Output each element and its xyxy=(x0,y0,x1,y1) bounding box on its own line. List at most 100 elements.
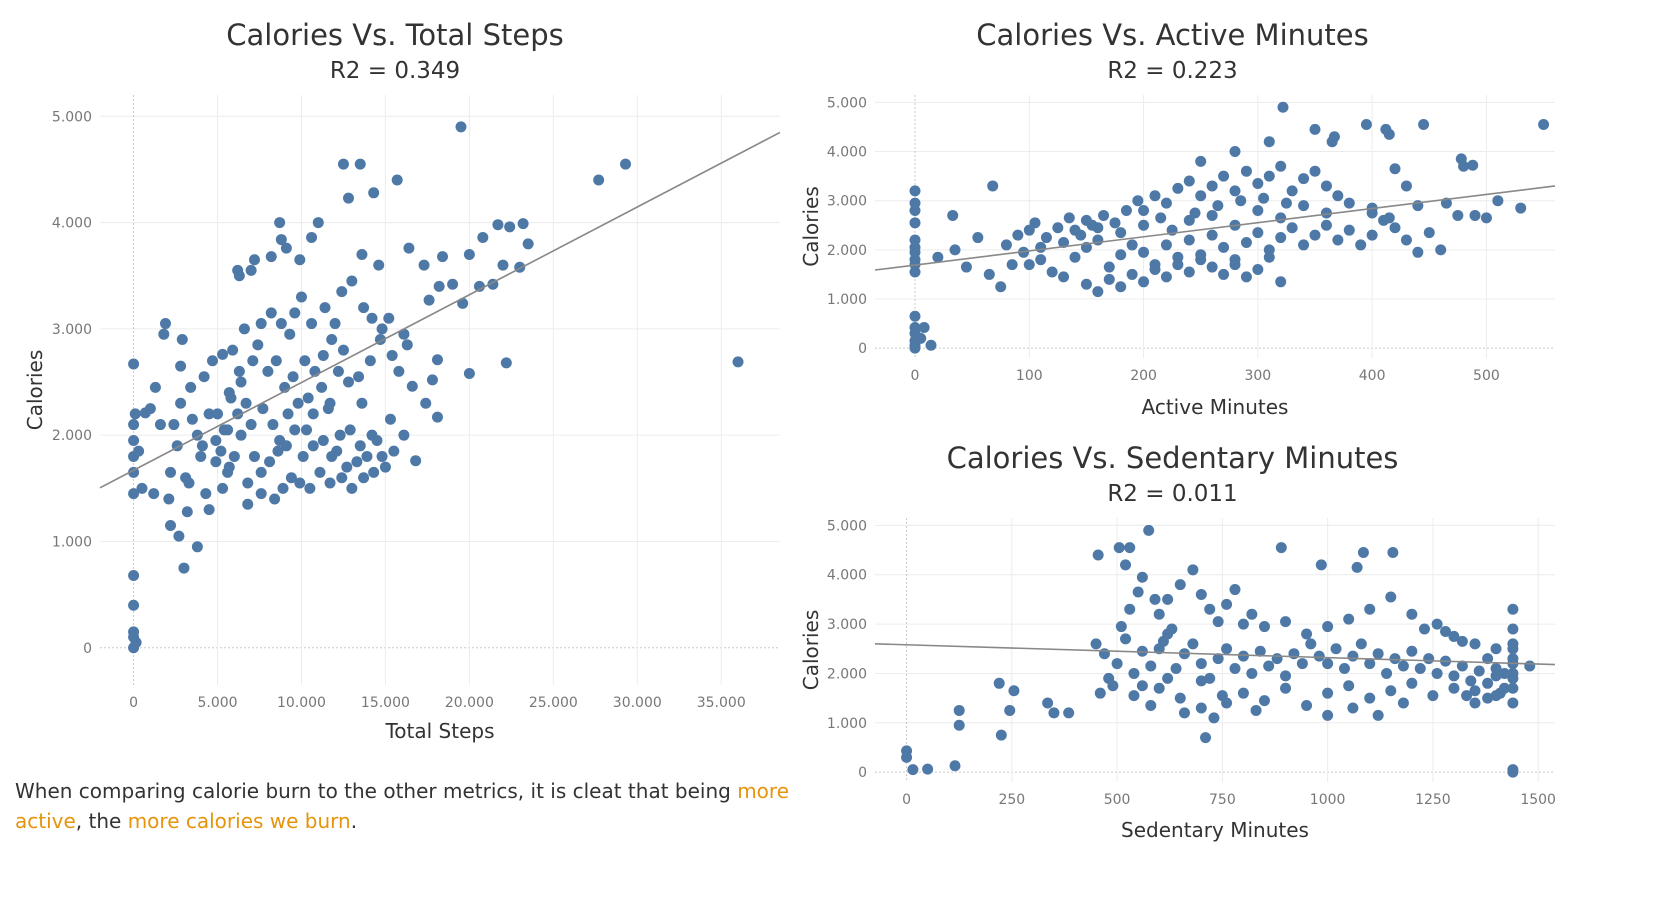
data-point xyxy=(1252,205,1264,217)
data-point xyxy=(398,429,410,441)
data-point xyxy=(1397,660,1409,672)
x-tick-label: 250 xyxy=(998,792,1025,808)
data-point xyxy=(297,450,309,462)
data-point xyxy=(1412,246,1424,258)
data-point xyxy=(1240,271,1252,283)
data-point xyxy=(217,482,229,494)
data-point xyxy=(1126,239,1138,251)
data-point xyxy=(1275,276,1287,288)
data-point xyxy=(1507,697,1519,709)
data-point xyxy=(1153,682,1165,694)
data-point xyxy=(1322,621,1334,633)
chart-subtitle-sedentary: R2 = 0.011 xyxy=(1107,481,1238,507)
data-point xyxy=(358,302,370,314)
data-point xyxy=(255,488,267,500)
scatter-plot-active: 0 1.000 2.000 3.000 4.000 5.000 0 100 200 300 400 5… xyxy=(799,95,1556,419)
data-point xyxy=(210,434,222,446)
data-point xyxy=(203,408,215,420)
data-point xyxy=(1301,700,1313,712)
data-point xyxy=(148,488,160,500)
data-point xyxy=(210,456,222,468)
data-point xyxy=(983,268,995,280)
data-point xyxy=(346,482,358,494)
data-point xyxy=(504,221,516,233)
x-tick-label: 5.000 xyxy=(197,695,237,711)
x-tick-label: 25.000 xyxy=(529,695,578,711)
data-point xyxy=(1524,660,1536,672)
data-point xyxy=(1229,146,1241,158)
data-point xyxy=(1124,603,1136,615)
data-point xyxy=(1183,266,1195,278)
data-point xyxy=(1469,209,1481,221)
data-point xyxy=(1090,638,1102,650)
data-point xyxy=(149,381,161,393)
caption-text-after: . xyxy=(350,809,358,833)
data-point xyxy=(1149,593,1161,605)
caption-highlight-more-calories: more calories we burn xyxy=(127,809,351,833)
data-point xyxy=(1107,680,1119,692)
data-point xyxy=(1240,236,1252,248)
data-point xyxy=(1360,118,1372,130)
data-point xyxy=(163,493,175,505)
data-point xyxy=(1258,621,1270,633)
x-tick-label: 100 xyxy=(1016,368,1043,384)
data-point xyxy=(1092,549,1104,561)
data-point xyxy=(620,158,632,170)
data-point xyxy=(1218,268,1230,280)
data-point xyxy=(1343,680,1355,692)
data-point xyxy=(1195,588,1207,600)
data-point xyxy=(1258,695,1270,707)
data-point xyxy=(1338,663,1350,675)
data-point xyxy=(1366,229,1378,241)
data-point xyxy=(1029,217,1041,229)
data-point xyxy=(1143,524,1155,536)
data-point xyxy=(1250,704,1262,716)
data-point xyxy=(1355,638,1367,650)
x-tick-label: 35.000 xyxy=(697,695,746,711)
data-point xyxy=(280,242,292,254)
data-point xyxy=(336,472,348,484)
data-point xyxy=(267,419,279,431)
data-point xyxy=(463,368,475,380)
data-point xyxy=(252,339,264,351)
data-point xyxy=(329,318,341,330)
data-point xyxy=(1461,690,1473,702)
data-point xyxy=(1320,207,1332,219)
x-tick-label: 300 xyxy=(1244,368,1271,384)
data-point xyxy=(240,397,252,409)
data-point xyxy=(376,450,388,462)
data-point xyxy=(418,259,430,271)
data-point xyxy=(1162,593,1174,605)
x-tick-label: 750 xyxy=(1209,792,1236,808)
data-point xyxy=(195,450,207,462)
data-point xyxy=(265,307,277,319)
data-point xyxy=(128,599,140,611)
data-point xyxy=(1149,190,1161,202)
data-point xyxy=(351,456,363,468)
data-point xyxy=(1456,635,1468,647)
data-point xyxy=(1263,136,1275,148)
data-point xyxy=(176,334,188,346)
chart-panel-steps: Calories Vs. Total Steps R2 = 0.349 0 1.0… xyxy=(0,0,790,760)
y-tick-label: 0 xyxy=(858,341,867,357)
data-point xyxy=(1448,670,1460,682)
data-point xyxy=(1381,667,1393,679)
data-point xyxy=(1023,259,1035,271)
data-point xyxy=(183,477,195,489)
data-point xyxy=(235,429,247,441)
data-point xyxy=(368,466,380,478)
data-point xyxy=(1301,628,1313,640)
data-point xyxy=(223,461,235,473)
data-point xyxy=(1332,190,1344,202)
data-point xyxy=(431,354,443,366)
data-point xyxy=(457,297,469,309)
data-point xyxy=(987,180,999,192)
data-point xyxy=(1166,623,1178,635)
y-tick-label: 4.000 xyxy=(827,145,867,161)
data-point xyxy=(1229,663,1241,675)
data-point xyxy=(1372,648,1384,660)
data-point xyxy=(265,251,277,263)
data-point xyxy=(1385,591,1397,603)
data-point xyxy=(235,376,247,388)
data-point xyxy=(1343,224,1355,236)
